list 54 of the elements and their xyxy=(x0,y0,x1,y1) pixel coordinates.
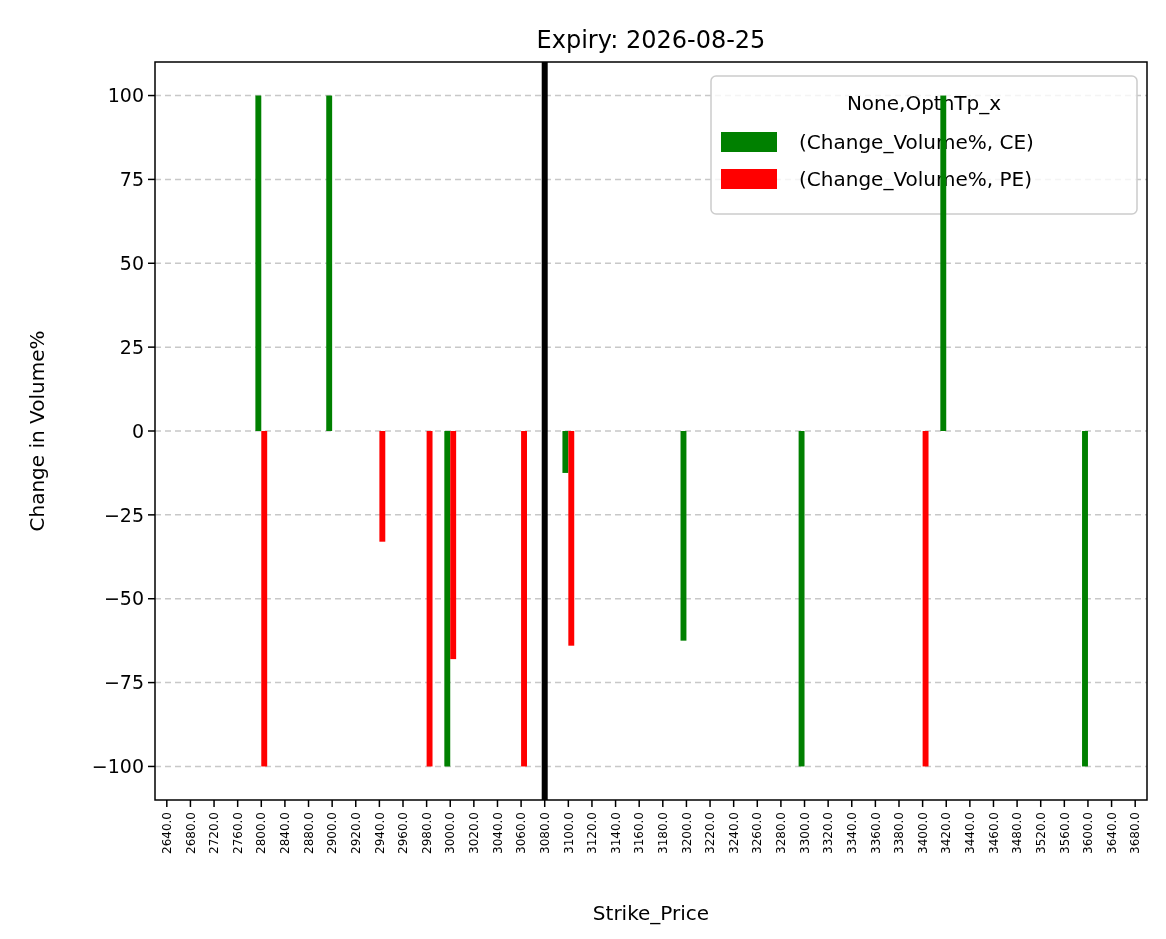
x-tick-label: 3280.0 xyxy=(774,812,789,854)
y-tick-label: 75 xyxy=(119,168,144,191)
x-tick-label: 2840.0 xyxy=(278,812,293,854)
x-tick-label: 2960.0 xyxy=(396,812,411,854)
x-tick-label: 3180.0 xyxy=(656,812,671,854)
x-tick-label: 3440.0 xyxy=(963,812,978,854)
x-tick-label: 3480.0 xyxy=(1010,812,1025,854)
x-tick-label: 3400.0 xyxy=(915,812,930,854)
y-tick-label: −100 xyxy=(91,755,144,778)
x-tick-label: 3560.0 xyxy=(1057,812,1072,854)
x-tick-label: 3520.0 xyxy=(1033,812,1048,854)
y-tick-label: 100 xyxy=(107,84,144,107)
x-tick-label: 3040.0 xyxy=(490,812,505,854)
x-tick-label: 2920.0 xyxy=(348,812,363,854)
x-tick-label: 3000.0 xyxy=(443,812,458,854)
x-tick-label: 3340.0 xyxy=(844,812,859,854)
y-axis-title: Change in Volume% xyxy=(25,330,49,532)
x-tick-label: 3300.0 xyxy=(797,812,812,854)
y-tick-label: 0 xyxy=(131,419,144,442)
x-tick-label: 3640.0 xyxy=(1104,812,1119,854)
y-tick-label: −75 xyxy=(103,671,144,694)
x-tick-label: 3140.0 xyxy=(608,812,623,854)
x-tick-label: 3420.0 xyxy=(939,812,954,854)
x-tick-label: 3680.0 xyxy=(1128,812,1143,854)
x-tick-label: 2760.0 xyxy=(230,812,245,854)
x-tick-label: 3080.0 xyxy=(537,812,552,854)
x-tick-label: 3460.0 xyxy=(986,812,1001,854)
x-tick-label: 3320.0 xyxy=(821,812,836,854)
x-tick-label: 2680.0 xyxy=(183,812,198,854)
y-tick-label: 25 xyxy=(119,335,144,358)
x-tick-label: 2640.0 xyxy=(160,812,175,854)
x-tick-label: 3360.0 xyxy=(868,812,883,854)
x-tick-label: 3600.0 xyxy=(1081,812,1096,854)
x-tick-label: 2900.0 xyxy=(325,812,340,854)
x-tick-label: 3200.0 xyxy=(679,812,694,854)
y-tick-label: 50 xyxy=(119,251,144,274)
x-tick-label: 3060.0 xyxy=(514,812,529,854)
x-tick-label: 3380.0 xyxy=(892,812,907,854)
y-tick-label: −50 xyxy=(103,587,144,610)
x-tick-label: 3260.0 xyxy=(750,812,765,854)
x-tick-label: 2940.0 xyxy=(372,812,387,854)
x-tick-label: 3160.0 xyxy=(632,812,647,854)
x-tick-label: 3100.0 xyxy=(561,812,576,854)
x-tick-label: 3240.0 xyxy=(726,812,741,854)
chart-title: Expiry: 2026-08-25 xyxy=(536,26,766,54)
y-tick-label: −25 xyxy=(103,503,144,526)
x-tick-label: 2880.0 xyxy=(301,812,316,854)
x-axis-title: Strike_Price xyxy=(592,901,710,925)
x-tick-label: 3020.0 xyxy=(467,812,482,854)
x-tick-label: 2800.0 xyxy=(254,812,269,854)
x-tick-label: 2980.0 xyxy=(419,812,434,854)
x-tick-label: 3120.0 xyxy=(585,812,600,854)
x-tick-label: 3220.0 xyxy=(703,812,718,854)
x-tick-label: 2720.0 xyxy=(207,812,222,854)
